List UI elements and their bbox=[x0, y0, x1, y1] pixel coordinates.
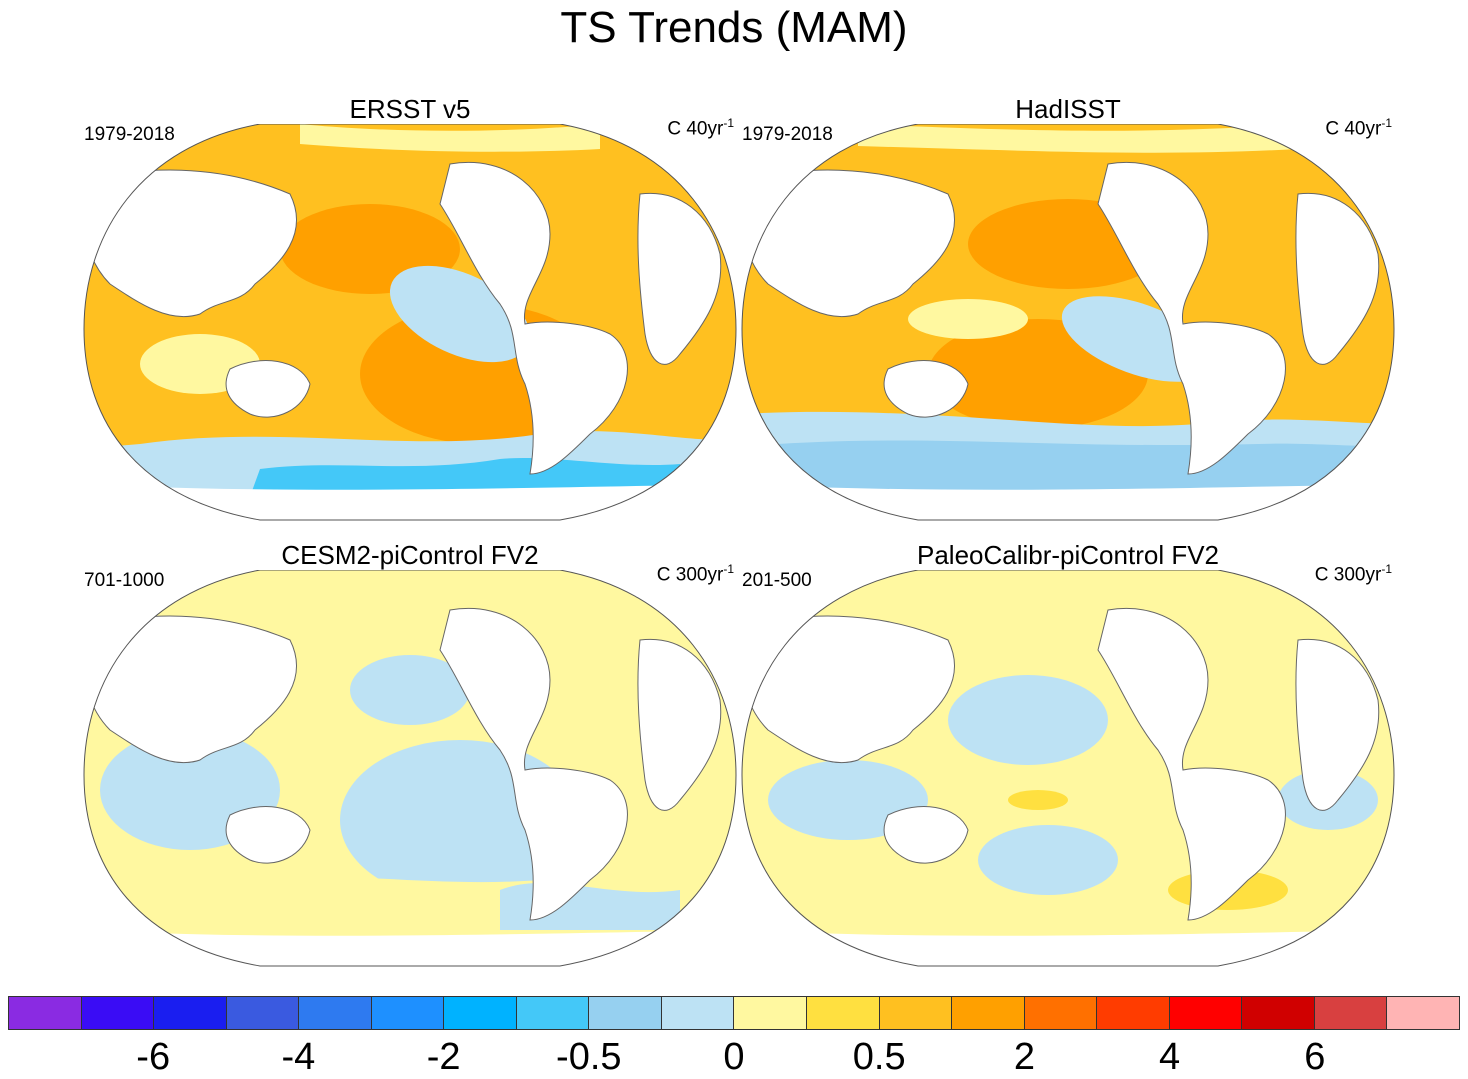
panel-hadisst: HadISST 1979-2018 C 40yr-1 bbox=[738, 94, 1398, 521]
colorbar-tick-label: 0.5 bbox=[852, 1036, 906, 1078]
colorbar-tick-label: 4 bbox=[1159, 1036, 1181, 1078]
units-label: C 40yr-1 bbox=[667, 116, 734, 140]
panel-title: ERSST v5 bbox=[349, 94, 471, 124]
colorbar-tick-label: 6 bbox=[1304, 1036, 1326, 1078]
colorbar-cell bbox=[1387, 997, 1459, 1029]
panel-title: PaleoCalibr-piControl FV2 bbox=[916, 540, 1220, 570]
panel-ersst: ERSST v5 1979-2018 C 40yr-1 bbox=[80, 94, 740, 521]
colorbar-cell bbox=[371, 997, 445, 1029]
colorbar-tick-label: -6 bbox=[136, 1036, 171, 1078]
colorbar-cell bbox=[81, 997, 155, 1029]
panel-title: HadISST bbox=[1015, 94, 1121, 124]
colorbar-cell bbox=[589, 997, 662, 1029]
colorbar-cell bbox=[734, 997, 808, 1029]
colorbar-cell bbox=[154, 997, 227, 1029]
main-title: TS Trends (MAM) bbox=[560, 3, 908, 52]
colorbar-tick-label: -2 bbox=[426, 1036, 461, 1078]
colorbar-cell bbox=[444, 997, 517, 1029]
period-label: 1979-2018 bbox=[84, 124, 175, 145]
colorbar-tick-label: -0.5 bbox=[556, 1036, 622, 1078]
colorbar bbox=[8, 996, 1460, 1030]
colorbar-cell bbox=[1024, 997, 1098, 1029]
units-label: C 40yr-1 bbox=[1325, 116, 1392, 140]
panel-cesm2: CESM2-piControl FV2 701-1000 C 300yr-1 bbox=[80, 540, 740, 967]
colorbar-cell bbox=[952, 997, 1025, 1029]
colorbar-cell bbox=[879, 997, 953, 1029]
colorbar-tick-label: 2 bbox=[1013, 1036, 1035, 1078]
units-label: C 300yr-1 bbox=[656, 562, 734, 586]
panel-title: CESM2-piControl FV2 bbox=[281, 540, 539, 570]
map-cesm2 bbox=[83, 570, 737, 967]
map-hadisst bbox=[741, 124, 1395, 521]
colorbar-cell bbox=[226, 997, 300, 1029]
period-label: 1979-2018 bbox=[742, 124, 833, 145]
colorbar-cell bbox=[807, 997, 880, 1029]
period-label: 201-500 bbox=[742, 570, 812, 591]
colorbar-cell bbox=[661, 997, 735, 1029]
colorbar-cell bbox=[1169, 997, 1243, 1029]
colorbar-cell bbox=[516, 997, 590, 1029]
units-label: C 300yr-1 bbox=[1314, 562, 1392, 586]
colorbar-tick-label: 0 bbox=[723, 1036, 745, 1078]
colorbar-cell bbox=[1097, 997, 1170, 1029]
map-paleocalibr bbox=[741, 570, 1395, 967]
colorbar-cell bbox=[9, 997, 82, 1029]
period-label: 701-1000 bbox=[84, 570, 165, 591]
colorbar-cell bbox=[299, 997, 372, 1029]
panel-paleocalibr: PaleoCalibr-piControl FV2 201-500 C 300y… bbox=[738, 540, 1398, 967]
colorbar-cell bbox=[1314, 997, 1388, 1029]
colorbar-tick-label: -4 bbox=[281, 1036, 316, 1078]
map-ersst bbox=[83, 124, 737, 521]
colorbar-cell bbox=[1242, 997, 1315, 1029]
